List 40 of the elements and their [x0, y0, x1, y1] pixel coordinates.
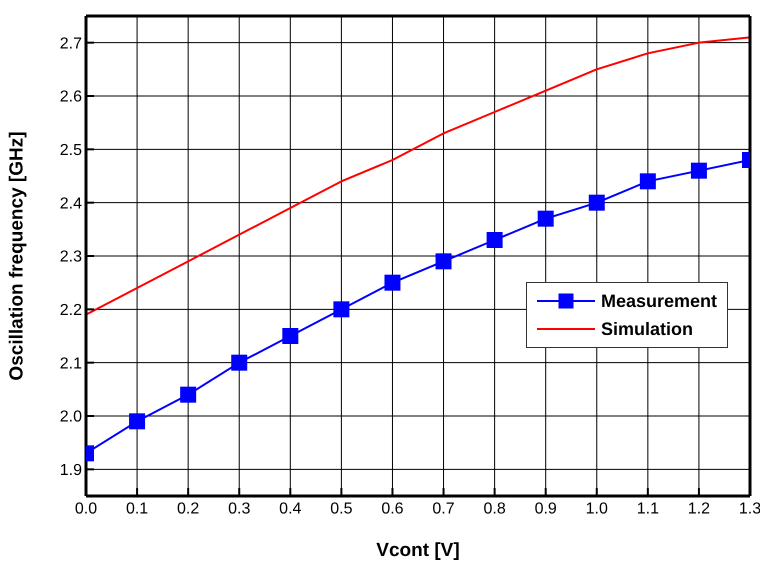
y-tick-label: 2.4 [60, 195, 82, 212]
point [384, 274, 400, 291]
x-tick-label: 0.9 [534, 500, 557, 518]
y-tick-label: 2.7 [60, 35, 82, 52]
x-tick-label: 1.0 [586, 500, 608, 518]
x-tick-label: 0.8 [483, 500, 506, 518]
point [180, 386, 196, 403]
x-tick-label: 0.7 [432, 500, 455, 518]
x-tick-label: 1.3 [738, 500, 762, 518]
line-series [86, 36, 750, 316]
y-tick-label: 2.2 [60, 302, 82, 320]
y-tick-label: 2.5 [60, 142, 82, 160]
point [282, 328, 298, 344]
x-tick-label: 1.1 [636, 500, 660, 518]
point [436, 253, 452, 270]
x-tick-label: 0.1 [126, 500, 148, 518]
point [129, 413, 146, 430]
y-tick-label: 2.0 [60, 408, 82, 426]
legend-label: Measurement [600, 290, 717, 312]
y-tick-label: 2.6 [60, 88, 82, 106]
x-tick-label: 0.4 [279, 500, 302, 518]
point [538, 210, 554, 227]
x-tick-label: 0.3 [228, 500, 250, 518]
x-tick-label: 0.0 [74, 500, 98, 518]
point [231, 354, 248, 371]
x-tick-label: 0.2 [177, 500, 200, 518]
y-tick-label: 2.1 [60, 355, 82, 372]
point [486, 232, 503, 248]
x-tick-label: 0.6 [381, 500, 404, 518]
y-tick-label: 1.9 [60, 462, 82, 480]
x-tick-label: 1.2 [688, 500, 710, 518]
legend-label: Simulation [600, 318, 693, 340]
x-tick-label: 0.5 [330, 500, 353, 518]
point [588, 194, 605, 211]
x-axis-title: Vcont [V] [376, 540, 460, 561]
y-axis-title: Oscillation frequency [GHz] [6, 131, 28, 381]
point [690, 162, 707, 179]
y-tick-label: 2.3 [60, 248, 82, 266]
point [640, 173, 656, 190]
point [333, 301, 350, 318]
